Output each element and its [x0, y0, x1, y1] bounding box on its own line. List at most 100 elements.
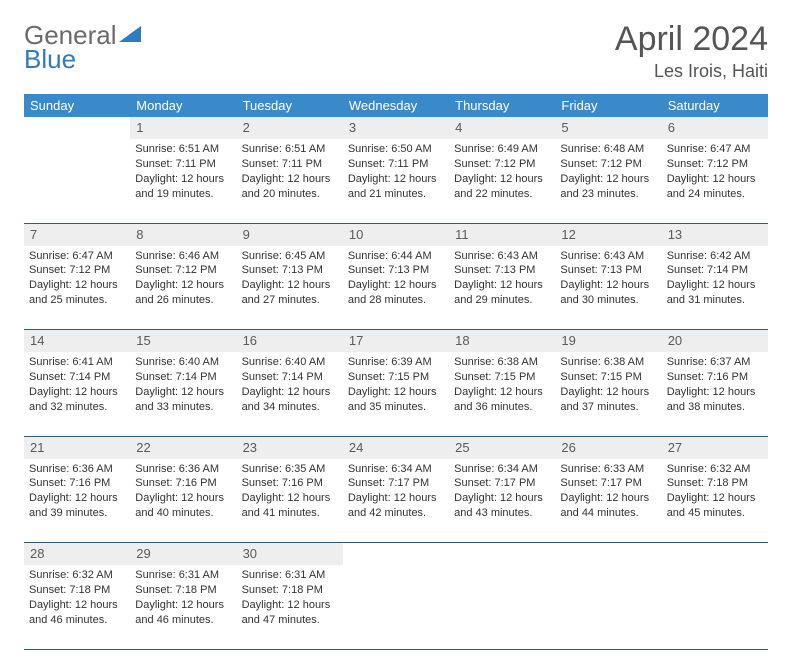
day-cell: Sunrise: 6:36 AMSunset: 7:16 PMDaylight:…	[24, 459, 130, 543]
day-cell: Sunrise: 6:39 AMSunset: 7:15 PMDaylight:…	[343, 352, 449, 436]
day-number: 15	[136, 333, 150, 348]
info-line: and 45 minutes.	[667, 506, 763, 521]
info-line: Daylight: 12 hours	[135, 385, 231, 400]
day-number: 10	[349, 227, 363, 242]
info-line: Sunrise: 6:39 AM	[348, 355, 444, 370]
day-number: 9	[243, 227, 250, 242]
day-number: 3	[349, 120, 356, 135]
info-line: Daylight: 12 hours	[560, 278, 656, 293]
daynum-cell: 14	[24, 330, 130, 353]
info-line: and 34 minutes.	[242, 400, 338, 415]
info-row: Sunrise: 6:51 AMSunset: 7:11 PMDaylight:…	[24, 139, 768, 223]
info-line: Daylight: 12 hours	[454, 491, 550, 506]
info-line: Sunset: 7:16 PM	[242, 476, 338, 491]
info-line: Sunrise: 6:38 AM	[454, 355, 550, 370]
weekday-header: Wednesday	[343, 94, 449, 117]
location-label: Les Irois, Haiti	[615, 61, 768, 82]
info-line: and 33 minutes.	[135, 400, 231, 415]
info-line: Daylight: 12 hours	[348, 172, 444, 187]
info-line: Sunrise: 6:36 AM	[135, 462, 231, 477]
daynum-cell: 16	[237, 330, 343, 353]
info-line: Sunrise: 6:51 AM	[242, 142, 338, 157]
info-line: and 40 minutes.	[135, 506, 231, 521]
daynum-cell	[662, 543, 768, 566]
day-info: Sunrise: 6:43 AMSunset: 7:13 PMDaylight:…	[454, 249, 550, 308]
info-line: and 27 minutes.	[242, 293, 338, 308]
day-number: 29	[136, 546, 150, 561]
day-cell	[555, 565, 661, 649]
day-cell: Sunrise: 6:31 AMSunset: 7:18 PMDaylight:…	[237, 565, 343, 649]
info-line: Sunrise: 6:44 AM	[348, 249, 444, 264]
info-line: Daylight: 12 hours	[348, 278, 444, 293]
day-info: Sunrise: 6:45 AMSunset: 7:13 PMDaylight:…	[242, 249, 338, 308]
info-line: Sunrise: 6:36 AM	[29, 462, 125, 477]
month-title: April 2024	[615, 20, 768, 59]
weekday-header: Sunday	[24, 94, 130, 117]
info-line: Daylight: 12 hours	[454, 172, 550, 187]
daynum-cell: 6	[662, 117, 768, 139]
info-line: Sunrise: 6:38 AM	[560, 355, 656, 370]
day-cell: Sunrise: 6:51 AMSunset: 7:11 PMDaylight:…	[237, 139, 343, 223]
info-line: Daylight: 12 hours	[29, 278, 125, 293]
daynum-cell: 9	[237, 223, 343, 246]
info-line: Sunset: 7:14 PM	[667, 263, 763, 278]
day-number: 8	[136, 227, 143, 242]
day-cell: Sunrise: 6:47 AMSunset: 7:12 PMDaylight:…	[662, 139, 768, 223]
logo-blue-wrap: Blue	[24, 44, 76, 75]
day-cell	[449, 565, 555, 649]
day-number: 7	[30, 227, 37, 242]
info-line: Daylight: 12 hours	[242, 385, 338, 400]
day-info: Sunrise: 6:50 AMSunset: 7:11 PMDaylight:…	[348, 142, 444, 201]
day-number: 26	[561, 440, 575, 455]
daynum-cell: 5	[555, 117, 661, 139]
daynum-cell: 26	[555, 436, 661, 459]
info-line: Sunset: 7:16 PM	[29, 476, 125, 491]
info-line: Sunset: 7:14 PM	[135, 370, 231, 385]
info-line: Daylight: 12 hours	[242, 598, 338, 613]
day-cell: Sunrise: 6:42 AMSunset: 7:14 PMDaylight:…	[662, 246, 768, 330]
info-line: Sunset: 7:14 PM	[29, 370, 125, 385]
day-cell: Sunrise: 6:38 AMSunset: 7:15 PMDaylight:…	[449, 352, 555, 436]
daynum-row: 78910111213	[24, 223, 768, 246]
day-number: 28	[30, 546, 44, 561]
logo-text-blue: Blue	[24, 44, 76, 74]
info-line: Sunrise: 6:37 AM	[667, 355, 763, 370]
day-number: 19	[561, 333, 575, 348]
daynum-cell: 2	[237, 117, 343, 139]
info-line: Sunset: 7:16 PM	[667, 370, 763, 385]
weekday-header-row: Sunday Monday Tuesday Wednesday Thursday…	[24, 94, 768, 117]
info-line: Daylight: 12 hours	[667, 385, 763, 400]
info-line: and 46 minutes.	[29, 613, 125, 628]
info-line: Daylight: 12 hours	[667, 491, 763, 506]
info-line: and 42 minutes.	[348, 506, 444, 521]
info-line: Sunrise: 6:47 AM	[29, 249, 125, 264]
info-line: and 21 minutes.	[348, 187, 444, 202]
info-line: Sunset: 7:11 PM	[348, 157, 444, 172]
info-row: Sunrise: 6:32 AMSunset: 7:18 PMDaylight:…	[24, 565, 768, 649]
day-cell: Sunrise: 6:33 AMSunset: 7:17 PMDaylight:…	[555, 459, 661, 543]
info-line: Daylight: 12 hours	[560, 491, 656, 506]
info-line: and 30 minutes.	[560, 293, 656, 308]
info-row: Sunrise: 6:47 AMSunset: 7:12 PMDaylight:…	[24, 246, 768, 330]
day-number: 11	[455, 227, 469, 242]
info-line: Daylight: 12 hours	[135, 598, 231, 613]
day-number: 17	[349, 333, 363, 348]
day-info: Sunrise: 6:41 AMSunset: 7:14 PMDaylight:…	[29, 355, 125, 414]
daynum-cell	[24, 117, 130, 139]
day-cell: Sunrise: 6:41 AMSunset: 7:14 PMDaylight:…	[24, 352, 130, 436]
day-number: 23	[243, 440, 257, 455]
info-line: Sunset: 7:13 PM	[242, 263, 338, 278]
day-cell: Sunrise: 6:44 AMSunset: 7:13 PMDaylight:…	[343, 246, 449, 330]
info-line: Sunrise: 6:48 AM	[560, 142, 656, 157]
daynum-row: 282930	[24, 543, 768, 566]
info-row: Sunrise: 6:36 AMSunset: 7:16 PMDaylight:…	[24, 459, 768, 543]
day-info: Sunrise: 6:31 AMSunset: 7:18 PMDaylight:…	[135, 568, 231, 627]
day-number: 4	[455, 120, 462, 135]
day-info: Sunrise: 6:47 AMSunset: 7:12 PMDaylight:…	[29, 249, 125, 308]
day-number: 2	[243, 120, 250, 135]
day-cell	[343, 565, 449, 649]
info-line: Sunset: 7:18 PM	[242, 583, 338, 598]
day-cell: Sunrise: 6:32 AMSunset: 7:18 PMDaylight:…	[662, 459, 768, 543]
info-line: Sunset: 7:13 PM	[348, 263, 444, 278]
info-line: and 28 minutes.	[348, 293, 444, 308]
